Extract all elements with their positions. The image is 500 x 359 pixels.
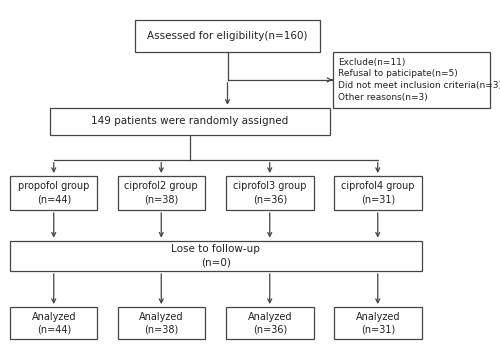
Text: Lose to follow-up
(n=0): Lose to follow-up (n=0)	[172, 244, 260, 267]
FancyBboxPatch shape	[118, 307, 205, 339]
Text: Assessed for eligibility(n=160): Assessed for eligibility(n=160)	[147, 31, 308, 41]
Text: propofol group
(n=44): propofol group (n=44)	[18, 181, 90, 205]
Text: Analyzed
(n=31): Analyzed (n=31)	[356, 312, 400, 335]
Text: ciprofol2 group
(n=38): ciprofol2 group (n=38)	[124, 181, 198, 205]
FancyBboxPatch shape	[332, 52, 490, 108]
Text: Analyzed
(n=44): Analyzed (n=44)	[32, 312, 76, 335]
FancyBboxPatch shape	[226, 307, 314, 339]
FancyBboxPatch shape	[135, 20, 320, 52]
FancyBboxPatch shape	[334, 307, 422, 339]
Text: ciprofol3 group
(n=36): ciprofol3 group (n=36)	[233, 181, 306, 205]
FancyBboxPatch shape	[10, 307, 98, 339]
FancyBboxPatch shape	[10, 176, 98, 210]
FancyBboxPatch shape	[334, 176, 422, 210]
Text: 149 patients were randomly assigned: 149 patients were randomly assigned	[92, 116, 288, 126]
Text: Exclude(n=11)
Refusal to paticipate(n=5)
Did not meet inclusion criteria(n=3)
Ot: Exclude(n=11) Refusal to paticipate(n=5)…	[338, 58, 500, 102]
FancyBboxPatch shape	[118, 176, 205, 210]
FancyBboxPatch shape	[50, 108, 330, 135]
FancyBboxPatch shape	[226, 176, 314, 210]
Text: Analyzed
(n=36): Analyzed (n=36)	[248, 312, 292, 335]
Text: ciprofol4 group
(n=31): ciprofol4 group (n=31)	[341, 181, 414, 205]
Text: Analyzed
(n=38): Analyzed (n=38)	[139, 312, 184, 335]
FancyBboxPatch shape	[10, 241, 422, 271]
